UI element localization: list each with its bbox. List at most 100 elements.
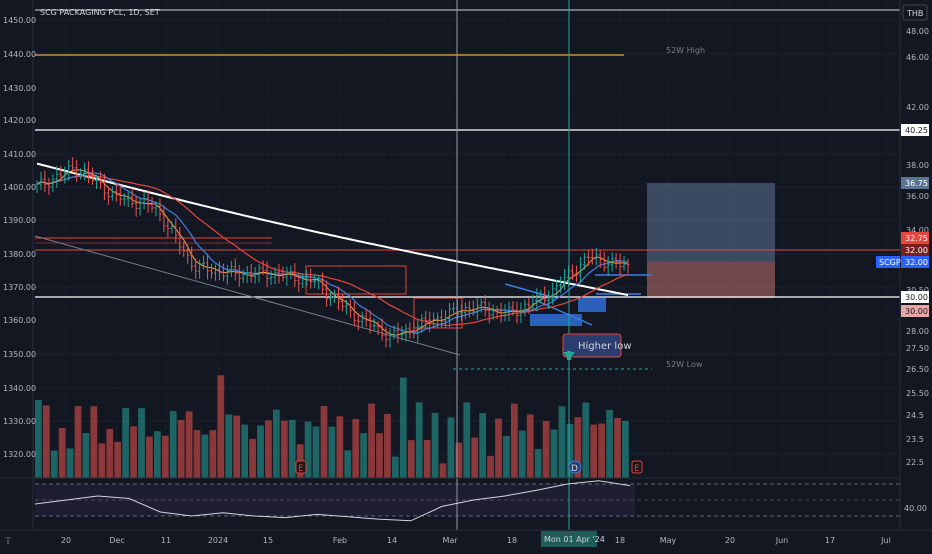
volume-histogram	[35, 375, 629, 478]
volume-bar	[439, 463, 447, 478]
time-axis-tick: 18	[615, 536, 625, 545]
earnings-marker-2-label: E	[634, 464, 640, 474]
right-axis-tick: 26.50	[906, 365, 929, 374]
price-tag-label: 30.00	[905, 307, 928, 316]
dividend-marker-label: D	[571, 464, 578, 474]
volume-bar	[273, 409, 280, 478]
price-tag-box[interactable]	[901, 244, 929, 256]
volume-bar	[526, 414, 534, 478]
volume-bar	[518, 430, 526, 478]
volume-bar	[249, 438, 256, 478]
symbol-tag-label: SCGP	[879, 258, 901, 267]
price-tag-label: 40.25	[905, 126, 928, 135]
right-axis-tick: 23.5	[906, 435, 924, 444]
left-axis-tick: 1390.00	[3, 216, 36, 225]
volume-bar	[415, 402, 423, 478]
currency-badge[interactable]	[902, 4, 928, 21]
time-axis[interactable]: 20 Dec 11 2024 15 Feb 14 Mar 18 18 May 20 Jun 17 Jul	[61, 536, 891, 545]
volume-bar	[376, 433, 383, 478]
low-52w-label: 52W Low	[666, 360, 703, 369]
volume-bar	[154, 431, 161, 478]
volume-bar	[399, 377, 407, 478]
volume-bar	[542, 420, 550, 478]
time-axis-tick: Feb	[333, 536, 347, 545]
volume-bar	[58, 428, 66, 478]
volume-bar	[606, 409, 613, 478]
volume-bar	[574, 417, 582, 478]
earnings-marker-1[interactable]	[295, 460, 307, 474]
time-axis-tick: Jun	[775, 536, 789, 545]
currency-badge-label: THB	[906, 9, 923, 18]
demand-box[interactable]	[530, 314, 582, 326]
demand-box-2[interactable]	[578, 298, 606, 312]
volume-bar	[130, 426, 137, 478]
volume-bar	[487, 456, 494, 478]
ma-20-line[interactable]	[36, 172, 629, 334]
volume-bar	[407, 440, 415, 478]
ma-200-line[interactable]	[36, 162, 629, 297]
left-axis-tick: 1340.00	[3, 384, 36, 393]
volume-bar	[265, 420, 272, 478]
volume-bar	[622, 420, 629, 478]
higher-low-callout[interactable]	[562, 333, 622, 358]
volume-bar	[455, 442, 463, 478]
price-tag-box[interactable]	[901, 124, 929, 136]
right-axis-tick: 22.5	[906, 458, 924, 467]
right-axis-tick: 25.50	[906, 389, 929, 398]
higher-low-label: Higher low	[578, 341, 632, 352]
volume-bar	[495, 418, 502, 478]
left-axis-tick: 1430.00	[3, 84, 36, 93]
price-tag-box[interactable]	[901, 232, 929, 244]
rsi-line[interactable]	[34, 480, 631, 522]
dividend-marker[interactable]	[568, 460, 582, 474]
volume-bar	[312, 426, 320, 478]
stop-zone[interactable]	[647, 262, 775, 298]
volume-bar	[384, 413, 391, 478]
price-tag-box[interactable]	[901, 305, 929, 317]
ma-10-line[interactable]	[36, 169, 629, 336]
volume-bar	[336, 416, 344, 478]
price-tag-box[interactable]	[901, 256, 929, 268]
volume-bar	[463, 402, 471, 478]
price-tag-box[interactable]	[901, 291, 929, 303]
right-axis-tick: 27.50	[906, 344, 929, 353]
volume-bar	[169, 411, 177, 478]
volume-bar	[209, 430, 217, 478]
volume-bar	[534, 449, 542, 478]
gridlines	[35, 0, 900, 478]
trendline-descending[interactable]	[34, 235, 461, 356]
price-tag-box[interactable]	[901, 177, 929, 189]
higher-low-arrow-shaft	[567, 351, 571, 360]
volume-bar	[201, 434, 209, 478]
volume-bar	[74, 406, 82, 478]
right-axis-tick: 28.00	[906, 327, 929, 336]
volume-bar	[90, 406, 98, 478]
chart-title: SCG PACKAGING PCL, 1D, SET	[40, 8, 160, 17]
volume-bar	[288, 419, 296, 478]
time-axis-tick: 20	[725, 536, 735, 545]
earnings-marker-2[interactable]	[631, 460, 643, 474]
volume-bar	[35, 400, 42, 478]
volume-bar	[360, 433, 368, 478]
price-tag-label: 36.75	[905, 179, 928, 188]
left-axis-tick: 1350.00	[3, 350, 36, 359]
time-axis-tick: May	[660, 536, 677, 545]
channel-line-upper[interactable]	[504, 283, 556, 299]
volume-bar	[193, 430, 201, 478]
volume-bar	[106, 428, 114, 478]
volume-bar	[241, 424, 249, 478]
left-axis-tick: 1360.00	[3, 316, 36, 325]
ma-50-line[interactable]	[36, 175, 629, 326]
symbol-tag-box[interactable]	[876, 256, 900, 268]
left-price-axis[interactable]: 1450.00 1440.00 1430.00 1420.00 1410.00 1400.…	[3, 16, 36, 459]
left-axis-tick: 1440.00	[3, 50, 36, 59]
crosshair-time-label: Mon 01 Apr '24	[544, 535, 605, 544]
volume-bar	[471, 437, 479, 478]
volume-bar	[614, 418, 621, 478]
volume-bar	[146, 436, 153, 478]
volume-bar	[185, 411, 193, 478]
left-axis-tick: 1450.00	[3, 16, 36, 25]
target-zone[interactable]	[647, 183, 775, 262]
